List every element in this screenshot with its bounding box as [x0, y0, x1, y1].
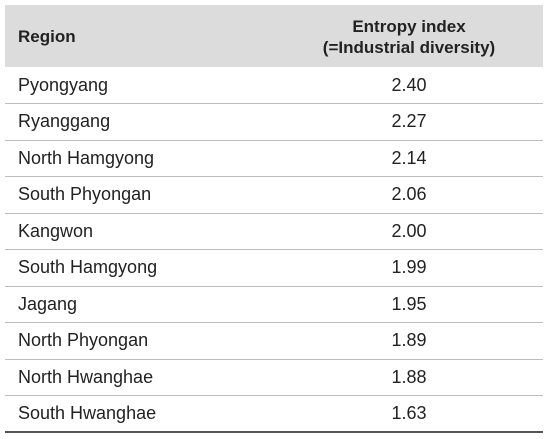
entropy-value-cell: 1.63	[391, 403, 427, 424]
table-row: Kangwon 2.00	[5, 213, 543, 250]
table-row: North Hamgyong 2.14	[5, 140, 543, 177]
table-body: Pyongyang 2.40 Ryanggang 2.27 North Hamg…	[5, 67, 543, 432]
region-cell: North Phyongan	[18, 330, 149, 351]
table-row: South Hwanghae 1.63	[5, 396, 543, 432]
table-bottom-rule	[5, 431, 543, 433]
entropy-column-header: Entropy index (=Industrial diversity)	[275, 5, 543, 67]
entropy-value-cell: 2.14	[391, 147, 427, 168]
table-header: Region Entropy index (=Industrial divers…	[5, 5, 543, 67]
table-row: South Phyongan 2.06	[5, 177, 543, 213]
region-cell: Pyongyang	[18, 74, 109, 95]
entropy-value-cell: 2.00	[391, 220, 427, 241]
header-row: Region Entropy index (=Industrial divers…	[5, 5, 543, 67]
entropy-value-cell: 2.27	[391, 111, 427, 132]
entropy-index-table: Region Entropy index (=Industrial divers…	[5, 5, 543, 433]
region-cell: Kangwon	[18, 220, 94, 241]
region-cell: Ryanggang	[18, 111, 111, 132]
region-cell: Jagang	[18, 293, 78, 314]
entropy-value-cell: 1.95	[391, 293, 427, 314]
entropy-value-cell: 1.89	[391, 330, 427, 351]
table-row: Jagang 1.95	[5, 286, 543, 323]
region-cell: South Hwanghae	[18, 403, 157, 424]
region-cell: South Phyongan	[18, 184, 152, 205]
entropy-value-cell: 2.06	[391, 184, 427, 205]
table-row: Pyongyang 2.40	[5, 67, 543, 104]
table-row: North Hwanghae 1.88	[5, 359, 543, 396]
region-cell: North Hamgyong	[18, 147, 155, 168]
entropy-value-cell: 2.40	[391, 74, 427, 95]
table-row: South Hamgyong 1.99	[5, 250, 543, 286]
entropy-value-cell: 1.99	[391, 257, 427, 278]
entropy-header-line2: (=Industrial diversity)	[322, 38, 496, 57]
region-cell: South Hamgyong	[18, 257, 158, 278]
table-row: Ryanggang 2.27	[5, 104, 543, 140]
table-row: North Phyongan 1.89	[5, 323, 543, 359]
region-cell: North Hwanghae	[18, 366, 154, 387]
entropy-table-container: Region Entropy index (=Industrial divers…	[5, 5, 543, 433]
entropy-header-line1: Entropy index	[352, 17, 466, 36]
entropy-value-cell: 1.88	[391, 366, 427, 387]
region-column-header: Region	[18, 26, 76, 46]
